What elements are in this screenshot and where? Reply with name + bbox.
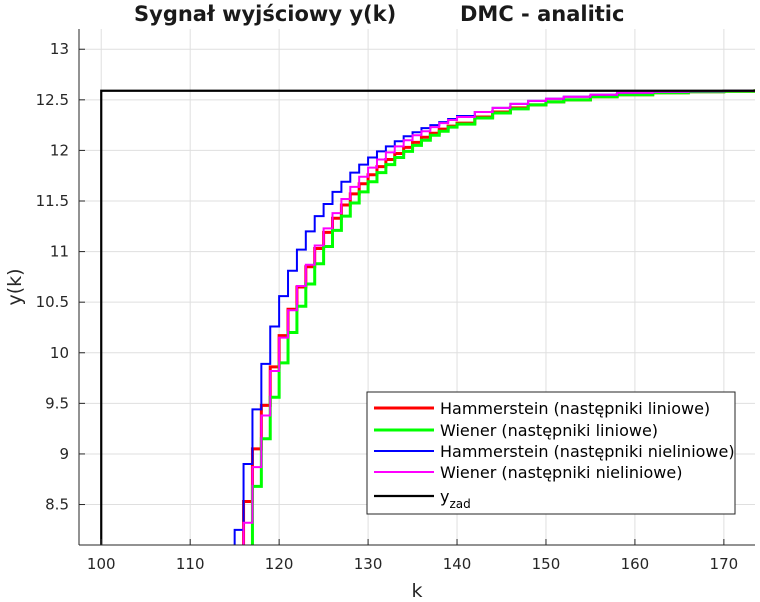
y-tick-label: 11 <box>50 243 69 261</box>
legend-subscript: zad <box>449 497 470 511</box>
x-tick-label: 110 <box>176 555 205 573</box>
x-tick-label: 160 <box>621 555 650 573</box>
y-tick-label: 12.5 <box>36 91 69 109</box>
y-tick-label: 10.5 <box>36 293 69 311</box>
chart-title-right: DMC - analitic <box>460 2 625 26</box>
legend-entry: Wiener (następniki nieliniowe) <box>440 463 682 482</box>
series-line <box>242 89 755 545</box>
legend-entry: Wiener (następniki liniowe) <box>440 421 658 440</box>
x-tick-label: 120 <box>265 555 294 573</box>
y-axis-label: y(k) <box>4 268 26 305</box>
y-tick-label: 9.5 <box>45 394 69 412</box>
series-group <box>100 89 755 545</box>
series-line <box>250 89 755 545</box>
y-tick-label: 10 <box>50 344 69 362</box>
y-tick-label: 9 <box>59 445 69 463</box>
x-tick-label: 130 <box>354 555 383 573</box>
x-tick-label: 150 <box>532 555 561 573</box>
y-tick-label: 8.5 <box>45 496 69 514</box>
series-line <box>100 89 755 545</box>
x-tick-label: 170 <box>710 555 739 573</box>
chart-title-left: Sygnał wyjściowy y(k) <box>134 2 397 26</box>
legend-entry: Hammerstein (następniki liniowe) <box>440 399 710 418</box>
y-tick-label: 12 <box>50 141 69 159</box>
legend-box <box>366 391 736 515</box>
x-tick-label: 100 <box>87 555 116 573</box>
y-tick-label: 13 <box>50 40 69 58</box>
x-axis-label: k <box>411 580 422 602</box>
x-tick-label: 140 <box>443 555 472 573</box>
y-tick-label: 11.5 <box>36 192 69 210</box>
legend-entry: Hammerstein (następniki nieliniowe) <box>440 442 735 461</box>
